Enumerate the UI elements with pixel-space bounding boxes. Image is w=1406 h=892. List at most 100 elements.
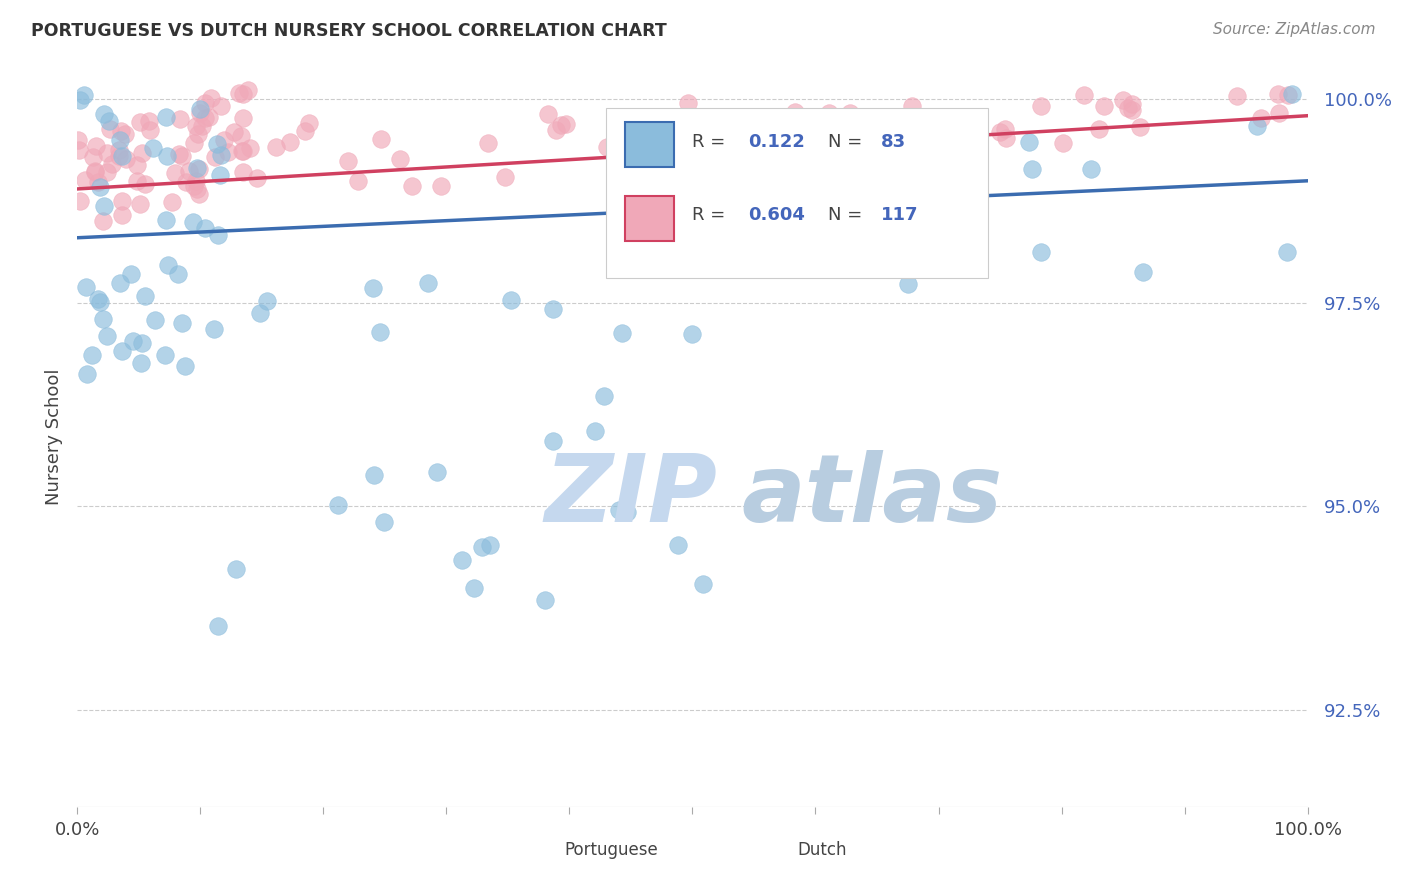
Point <box>1080 162 1102 177</box>
Point <box>583 424 606 438</box>
Point <box>363 468 385 483</box>
Point <box>478 538 501 552</box>
Point <box>772 182 794 196</box>
Point <box>111 208 134 222</box>
Point <box>82 151 104 165</box>
Point <box>1226 88 1249 103</box>
Point <box>167 146 190 161</box>
Text: 83: 83 <box>880 134 905 152</box>
Point <box>69 194 91 209</box>
Point <box>603 128 626 142</box>
Point <box>93 106 115 120</box>
Text: Source: ZipAtlas.com: Source: ZipAtlas.com <box>1212 22 1375 37</box>
Point <box>994 121 1017 136</box>
Point <box>346 174 368 188</box>
Point <box>165 166 187 180</box>
Text: R =: R = <box>693 206 725 224</box>
Point <box>995 131 1018 145</box>
Point <box>544 123 567 137</box>
Point <box>129 115 152 129</box>
Point <box>110 133 132 147</box>
Point <box>153 348 176 362</box>
Point <box>1277 88 1299 103</box>
Point <box>209 148 232 162</box>
Point <box>134 289 156 303</box>
Point <box>429 178 451 193</box>
Point <box>188 161 211 176</box>
Point <box>89 180 111 194</box>
Point <box>107 143 129 157</box>
Point <box>1052 136 1074 150</box>
Point <box>110 124 132 138</box>
FancyBboxPatch shape <box>517 842 555 861</box>
Point <box>128 196 150 211</box>
Point <box>83 163 105 178</box>
Point <box>69 93 91 107</box>
Point <box>75 280 97 294</box>
Point <box>96 165 118 179</box>
Point <box>172 149 194 163</box>
Point <box>361 281 384 295</box>
Point <box>596 140 619 154</box>
Point <box>89 295 111 310</box>
FancyBboxPatch shape <box>752 842 789 861</box>
Point <box>222 125 245 139</box>
Point <box>176 175 198 189</box>
Point <box>194 95 217 110</box>
Point <box>167 267 190 281</box>
Point <box>207 618 229 632</box>
Point <box>73 88 96 103</box>
Text: N =: N = <box>828 206 862 224</box>
Point <box>1121 103 1143 117</box>
Point <box>184 119 207 133</box>
Point <box>370 132 392 146</box>
Point <box>194 221 217 235</box>
Point <box>1267 87 1289 102</box>
Point <box>280 135 302 149</box>
Point <box>1073 87 1095 102</box>
Point <box>236 83 259 97</box>
Point <box>170 317 193 331</box>
Point <box>1129 120 1152 134</box>
Point <box>169 112 191 127</box>
Point <box>652 136 675 151</box>
Point <box>783 104 806 119</box>
Point <box>426 465 449 479</box>
Point <box>1275 244 1298 259</box>
Point <box>713 143 735 157</box>
Point <box>110 277 132 291</box>
Point <box>93 199 115 213</box>
Point <box>676 96 699 111</box>
Point <box>111 149 134 163</box>
Point <box>1121 97 1143 112</box>
Point <box>389 152 412 166</box>
Point <box>142 141 165 155</box>
Point <box>91 312 114 326</box>
Point <box>179 164 201 178</box>
Point <box>1132 265 1154 279</box>
Point <box>131 336 153 351</box>
Point <box>232 87 254 102</box>
Point <box>616 505 638 519</box>
Point <box>209 99 232 113</box>
Point <box>98 122 121 136</box>
Point <box>690 144 713 158</box>
Point <box>225 562 247 576</box>
Point <box>839 113 862 128</box>
Point <box>186 174 208 188</box>
Point <box>96 329 118 343</box>
Point <box>555 117 578 131</box>
Point <box>763 218 786 232</box>
Point <box>900 142 922 156</box>
Point <box>186 182 208 196</box>
FancyBboxPatch shape <box>606 108 988 278</box>
Point <box>256 294 278 309</box>
Point <box>541 434 564 449</box>
Text: ZIP: ZIP <box>546 450 717 542</box>
Point <box>121 334 143 349</box>
Point <box>73 172 96 186</box>
Point <box>1021 161 1043 176</box>
Text: 0.604: 0.604 <box>748 206 804 224</box>
Point <box>534 593 557 607</box>
Point <box>76 368 98 382</box>
